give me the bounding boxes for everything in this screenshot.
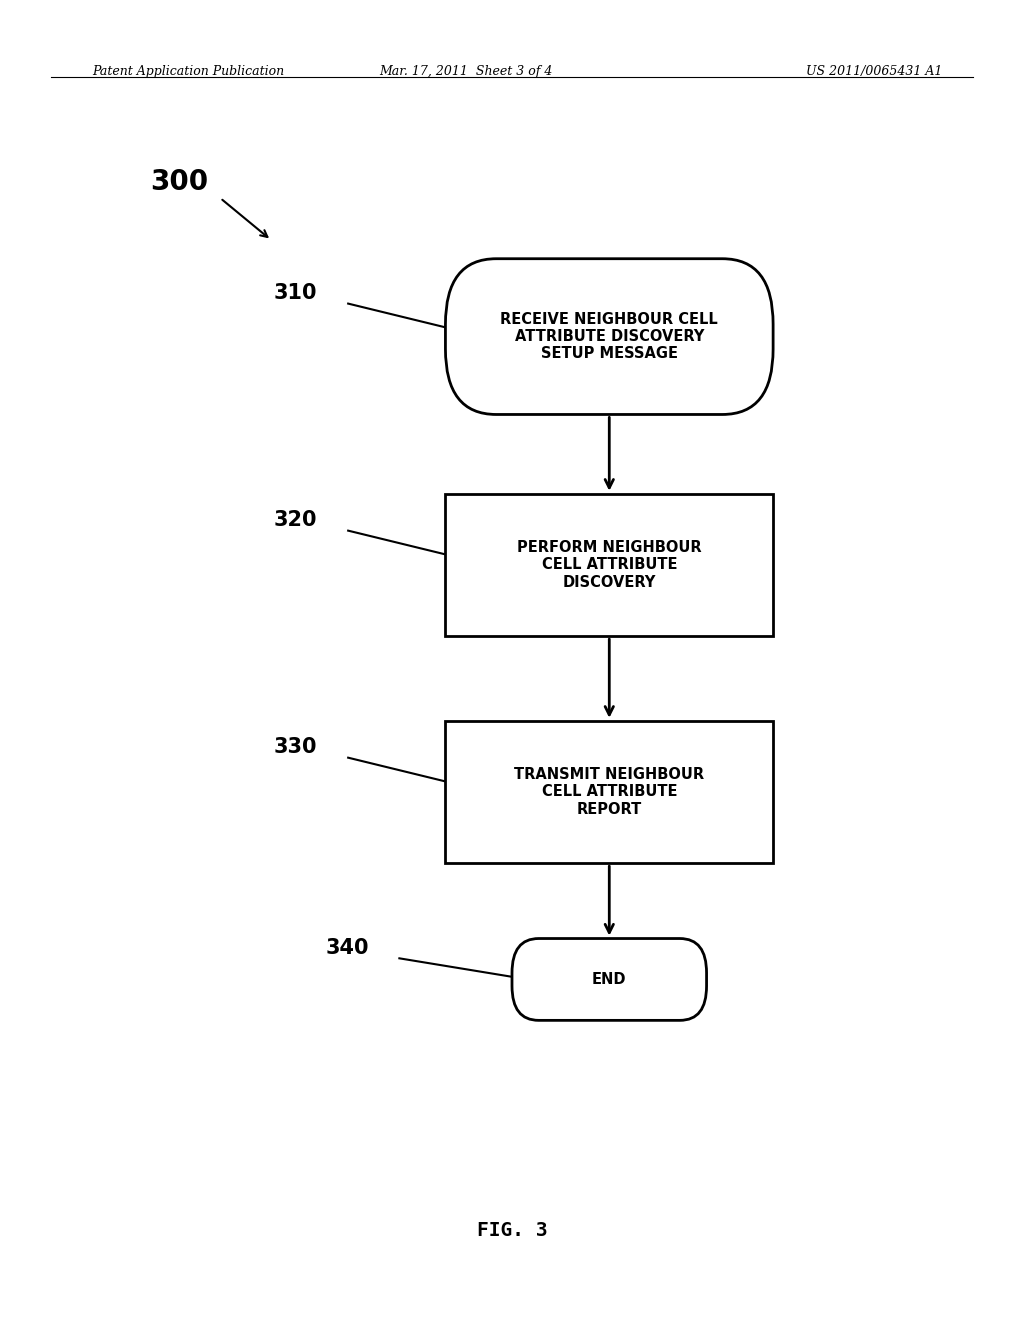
Text: 340: 340	[326, 937, 369, 958]
Text: PERFORM NEIGHBOUR
CELL ATTRIBUTE
DISCOVERY: PERFORM NEIGHBOUR CELL ATTRIBUTE DISCOVE…	[517, 540, 701, 590]
Text: TRANSMIT NEIGHBOUR
CELL ATTRIBUTE
REPORT: TRANSMIT NEIGHBOUR CELL ATTRIBUTE REPORT	[514, 767, 705, 817]
FancyBboxPatch shape	[445, 721, 773, 863]
Text: US 2011/0065431 A1: US 2011/0065431 A1	[806, 65, 942, 78]
Text: FIG. 3: FIG. 3	[477, 1221, 547, 1239]
Text: Patent Application Publication: Patent Application Publication	[92, 65, 285, 78]
Text: 320: 320	[274, 510, 317, 531]
Text: 300: 300	[151, 168, 208, 197]
Text: 330: 330	[274, 737, 317, 758]
Text: END: END	[592, 972, 627, 987]
Text: RECEIVE NEIGHBOUR CELL
ATTRIBUTE DISCOVERY
SETUP MESSAGE: RECEIVE NEIGHBOUR CELL ATTRIBUTE DISCOVE…	[501, 312, 718, 362]
FancyBboxPatch shape	[445, 259, 773, 414]
FancyBboxPatch shape	[512, 939, 707, 1020]
Text: Mar. 17, 2011  Sheet 3 of 4: Mar. 17, 2011 Sheet 3 of 4	[379, 65, 553, 78]
Text: 310: 310	[274, 282, 317, 304]
FancyBboxPatch shape	[445, 494, 773, 636]
